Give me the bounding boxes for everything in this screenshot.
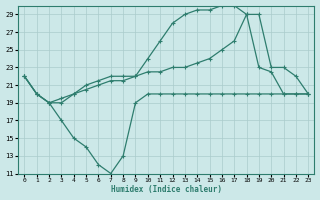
X-axis label: Humidex (Indice chaleur): Humidex (Indice chaleur) xyxy=(111,185,222,194)
